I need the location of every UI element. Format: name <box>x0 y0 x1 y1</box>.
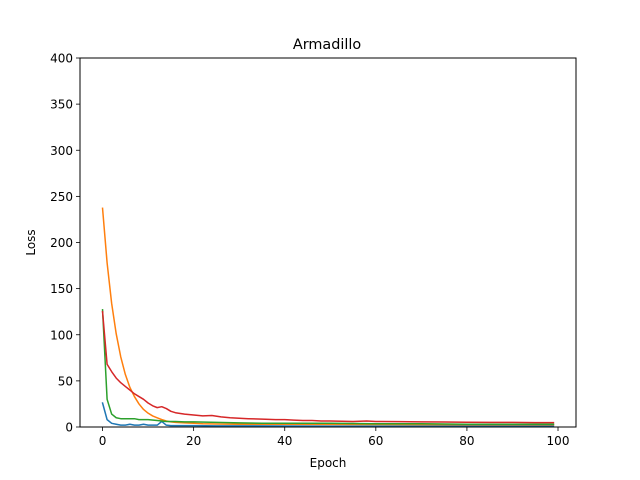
x-tick-label: 100 <box>547 434 570 448</box>
y-tick-label: 250 <box>50 190 73 204</box>
y-tick-label: 300 <box>50 144 73 158</box>
plot-frame <box>79 57 577 428</box>
x-tick-label: 20 <box>186 434 201 448</box>
x-axis-label: Epoch <box>310 456 347 470</box>
x-tick-label: 40 <box>277 434 292 448</box>
x-tick-label: 60 <box>368 434 383 448</box>
y-tick-label: 400 <box>50 52 73 66</box>
y-tick-label: 200 <box>50 236 73 250</box>
y-tick-label: 350 <box>50 98 73 112</box>
series-line-2 <box>101 207 555 426</box>
series-line-4 <box>101 310 555 424</box>
x-tick-label: 80 <box>459 434 474 448</box>
y-axis-ticks: 0 50 100 150 200 250 300 350 400 <box>50 52 80 435</box>
y-tick-label: 0 <box>65 421 73 435</box>
y-tick-label: 50 <box>58 374 73 388</box>
series-line-3 <box>101 309 555 425</box>
y-tick-label: 150 <box>50 282 73 296</box>
y-tick-label: 100 <box>50 328 73 342</box>
chart-title: Armadillo <box>293 37 361 53</box>
series-line-1 <box>101 402 555 427</box>
x-tick-label: 0 <box>99 434 107 448</box>
plot-area <box>101 207 555 427</box>
y-axis-label: Loss <box>24 229 38 255</box>
x-axis-ticks: 0 20 40 60 80 100 <box>99 427 570 448</box>
